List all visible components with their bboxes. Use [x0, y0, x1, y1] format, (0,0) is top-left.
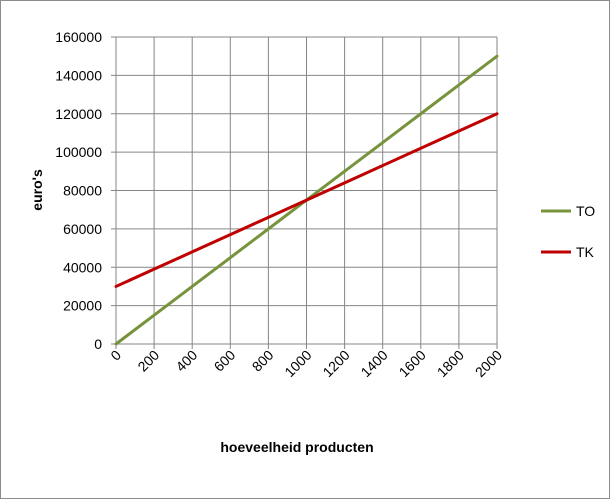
x-tick-label: 2000: [472, 347, 505, 380]
x-tick-label: 1400: [357, 347, 390, 380]
x-axis-title: hoeveelheid producten: [220, 439, 373, 455]
legend-label-to: TO: [576, 203, 595, 219]
tick-labels: 0200004000060000800001000001200001400001…: [55, 29, 505, 380]
legend: TO TK: [541, 203, 595, 260]
x-tick-label: 400: [172, 347, 200, 375]
y-tick-label: 40000: [63, 259, 102, 275]
y-tick-label: 140000: [55, 67, 102, 83]
x-tick-label: 1200: [319, 347, 352, 380]
y-tick-label: 80000: [63, 183, 102, 199]
x-tick-label: 0: [107, 347, 124, 364]
y-axis-title: euro's: [29, 169, 45, 211]
axes: [111, 36, 498, 349]
x-tick-label: 1600: [396, 347, 429, 380]
series-lines: [114, 54, 499, 346]
x-tick-label: 1000: [281, 347, 314, 380]
x-tick-label: 800: [249, 347, 277, 375]
y-tick-label: 0: [94, 336, 102, 352]
y-tick-label: 160000: [55, 29, 102, 45]
y-tick-label: 20000: [63, 298, 102, 314]
x-tick-label: 600: [211, 347, 239, 375]
y-tick-label: 100000: [55, 144, 102, 160]
y-tick-label: 120000: [55, 106, 102, 122]
y-tick-label: 60000: [63, 221, 102, 237]
gridlines: [116, 36, 498, 344]
x-tick-label: 1800: [434, 347, 467, 380]
x-tick-label: 200: [134, 347, 162, 375]
legend-label-tk: TK: [576, 244, 595, 260]
